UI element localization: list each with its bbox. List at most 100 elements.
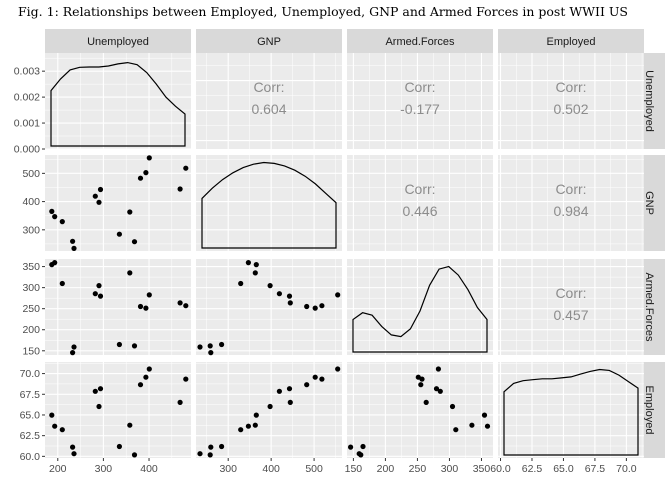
panel-background <box>347 259 493 355</box>
scatter-point <box>238 427 244 433</box>
x-tick-label: 62.5 <box>522 463 543 475</box>
scatter-point <box>127 209 133 215</box>
column-strip-label: Employed <box>547 36 596 48</box>
panel-background <box>498 53 644 149</box>
scatter-point <box>419 376 425 382</box>
scatter-point <box>96 403 102 410</box>
correlation-value: 0.446 <box>402 203 437 219</box>
scatter-point <box>52 423 58 429</box>
scatter-point <box>423 399 429 405</box>
column-strip-employed <box>498 29 644 53</box>
scatter-point <box>208 350 214 356</box>
scatter-point <box>71 451 77 457</box>
scatter-point <box>287 399 293 405</box>
scatter-point <box>92 388 98 394</box>
scatter-point <box>267 283 273 289</box>
y-tick-label: 350 <box>22 261 40 273</box>
scatter-point <box>481 412 488 418</box>
scatter-point <box>286 386 293 392</box>
scatter-point <box>97 186 104 193</box>
x-tick-label: 67.5 <box>585 463 606 475</box>
scatter-point <box>245 423 251 429</box>
correlation-label: Corr: <box>404 181 435 197</box>
panel-background <box>196 155 342 251</box>
correlation-value: 0.457 <box>553 307 588 323</box>
panel-background <box>498 155 644 251</box>
scatter-point <box>252 270 258 276</box>
x-tick-label: 400 <box>262 463 280 475</box>
scatter-point <box>71 344 77 350</box>
correlation-label: Corr: <box>555 181 586 197</box>
scatter-point <box>245 260 251 266</box>
panel-background <box>347 155 493 251</box>
y-tick-label: 150 <box>22 345 40 357</box>
correlation-value: -0.177 <box>400 101 440 117</box>
column-strip-label: Armed.Forces <box>385 36 455 48</box>
y-tick-label: 67.5 <box>20 389 41 401</box>
scatter-point <box>52 214 58 220</box>
panel-background <box>196 53 342 149</box>
scatter-point <box>197 451 203 457</box>
row-strip-unemployed <box>641 53 665 149</box>
scatter-point <box>59 280 65 287</box>
scatter-point <box>59 219 65 225</box>
panel-background <box>45 362 191 458</box>
scatter-point <box>252 422 258 428</box>
scatter-point <box>49 262 55 268</box>
x-tick-label: 70.0 <box>616 463 637 475</box>
correlation-label: Corr: <box>253 79 284 95</box>
column-strip-label: Unemployed <box>87 36 149 48</box>
scatter-point <box>59 427 65 433</box>
scatter-point <box>97 293 104 299</box>
scatter-point <box>286 293 293 299</box>
density-curve-gnp <box>201 161 337 249</box>
y-tick-label: 300 <box>22 224 40 236</box>
scatter-point <box>49 412 55 418</box>
scatter-point <box>253 412 259 418</box>
row-strip-employed <box>641 362 665 458</box>
y-tick-label: 250 <box>22 303 40 315</box>
correlation-label: Corr: <box>404 79 435 95</box>
panel-background <box>45 259 191 355</box>
scatter-point <box>319 376 325 382</box>
scatter-point <box>360 443 366 450</box>
scatter-point <box>146 366 152 372</box>
y-tick-label: 62.5 <box>20 430 41 442</box>
y-tick-label: 200 <box>22 324 40 336</box>
scatter-point <box>143 305 149 311</box>
scatter-point <box>312 305 318 311</box>
column-strip-unemployed <box>45 29 191 53</box>
panel-background <box>498 362 644 458</box>
density-curve-armed-forces <box>352 265 488 353</box>
x-tick-label: 300 <box>219 463 237 475</box>
panel-background <box>45 155 191 251</box>
x-tick-label: 150 <box>345 463 363 475</box>
scatter-point <box>143 374 149 380</box>
scatter-point <box>146 292 152 298</box>
correlation-value: 0.984 <box>553 203 588 219</box>
scatter-point <box>131 239 138 245</box>
scatter-point <box>127 270 133 276</box>
scatter-point <box>96 199 102 205</box>
scatter-point <box>348 444 354 450</box>
y-tick-label: 0.002 <box>14 92 40 104</box>
scatter-point <box>116 341 122 348</box>
x-tick-label: 300 <box>441 463 459 475</box>
scatter-point <box>437 388 443 394</box>
scatter-point <box>335 292 341 298</box>
row-strip-gnp <box>641 155 665 251</box>
scatter-point <box>137 382 144 388</box>
panel-background <box>498 259 644 355</box>
row-strip-label: Armed.Forces <box>643 272 655 342</box>
row-strip-armed-forces <box>641 259 665 355</box>
row-strip-label: Employed <box>643 386 655 435</box>
x-tick-label: 500 <box>305 463 323 475</box>
x-tick-label: 200 <box>49 463 67 475</box>
row-strip-label: GNP <box>643 191 655 215</box>
scatter-point <box>131 452 138 458</box>
scatter-point <box>96 283 102 289</box>
y-tick-label: 0.001 <box>14 118 40 130</box>
x-tick-label: 200 <box>377 463 395 475</box>
column-strip-armed-forces <box>347 29 493 53</box>
